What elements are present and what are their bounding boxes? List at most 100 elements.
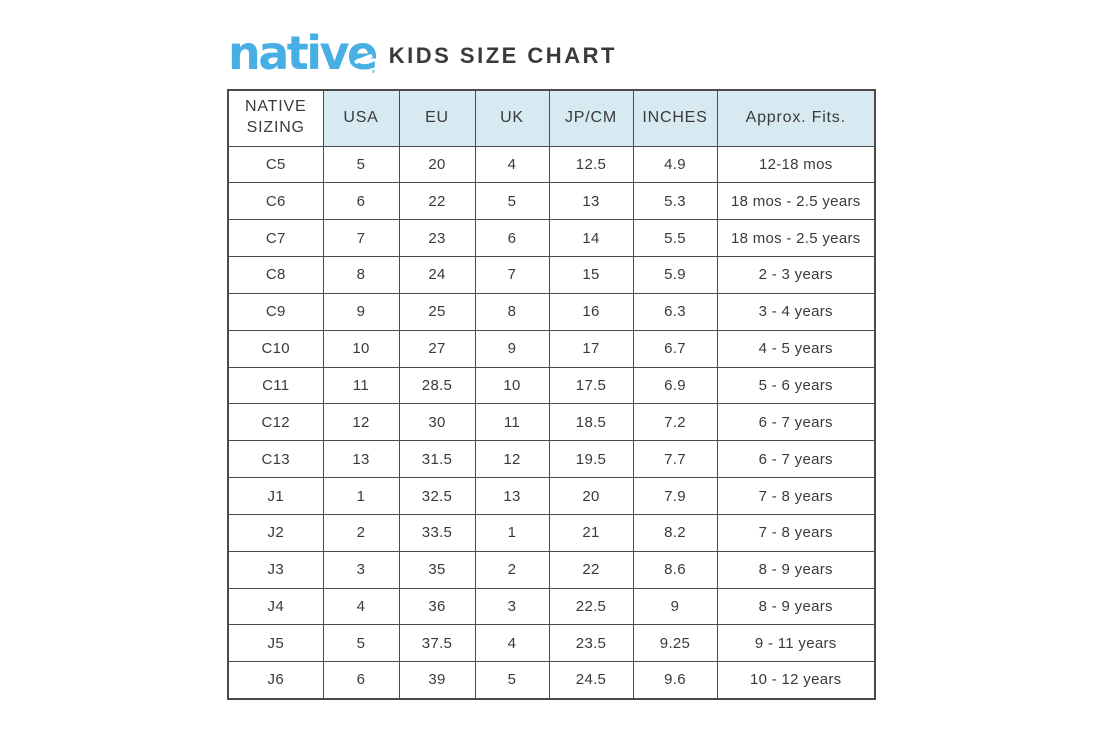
table-cell: 6: [322, 182, 400, 221]
table-cell: 24.5: [548, 661, 634, 700]
page-title: KIDS SIZE CHART: [388, 43, 617, 69]
table-cell: 3 - 4 years: [716, 292, 876, 331]
table-cell: 32.5: [398, 477, 476, 515]
table-cell: 4.9: [632, 145, 718, 184]
table-cell: 23: [398, 219, 476, 258]
table-cell: 30: [398, 403, 476, 442]
table-cell: 5.5: [632, 219, 718, 258]
column-header: USA: [322, 89, 400, 147]
table-cell: 11: [474, 403, 550, 442]
table-header-row: NATIVE SIZING USA EU UK JP/CM INCHES Approx. F…: [227, 89, 876, 147]
table-cell: 16: [548, 292, 634, 331]
table-cell: 4: [322, 587, 400, 626]
table-cell: 5: [322, 624, 400, 663]
table-row: C13 13 31.5 12 19.5 7.7 6 - 7 years: [227, 440, 876, 479]
table-cell: C11: [227, 366, 324, 405]
table-row: J3 3 35 2 22 8.6 8 - 9 years: [227, 550, 876, 589]
table-cell: C13: [227, 440, 324, 479]
table-cell: 13: [474, 477, 550, 515]
table-cell: 5: [474, 182, 550, 221]
table-row: C9 9 25 8 16 6.3 3 - 4 years: [227, 292, 876, 331]
table-cell: 4: [474, 624, 550, 663]
table-cell: 9 - 11 years: [716, 624, 876, 663]
column-header: Approx. Fits.: [716, 89, 876, 147]
table-cell: 18.5: [548, 403, 634, 442]
table-cell: 8.6: [632, 550, 718, 589]
table-cell: 6.3: [632, 292, 718, 331]
table-cell: 5: [474, 661, 550, 700]
table-row: C10 10 27 9 17 6.7 4 - 5 years: [227, 329, 876, 368]
table-row: J5 5 37.5 4 23.5 9.25 9 - 11 years: [227, 624, 876, 663]
table-cell: 6: [322, 661, 400, 700]
table-cell: 14: [548, 219, 634, 258]
table-cell: C6: [227, 182, 324, 221]
column-header: JP/CM: [548, 89, 634, 147]
table-row: C7 7 23 6 14 5.5 18 mos - 2.5 years: [227, 219, 876, 258]
table-cell: 35: [398, 550, 476, 589]
table-cell: 7.7: [632, 440, 718, 479]
table-cell: 22.5: [548, 587, 634, 626]
table-cell: C9: [227, 292, 324, 331]
table-row: C8 8 24 7 15 5.9 2 - 3 years: [227, 256, 876, 294]
table-cell: 5: [322, 145, 400, 184]
table-cell: C10: [227, 329, 324, 368]
table-cell: 7: [322, 219, 400, 258]
table-cell: 11: [322, 366, 400, 405]
table-cell: 1: [322, 477, 400, 515]
table-cell: 2: [474, 550, 550, 589]
table-row: J6 6 39 5 24.5 9.6 10 - 12 years: [227, 661, 876, 700]
table-cell: 10 - 12 years: [716, 661, 876, 700]
table-cell: 39: [398, 661, 476, 700]
column-header: INCHES: [632, 89, 718, 147]
table-cell: 20: [398, 145, 476, 184]
table-cell: 8.2: [632, 513, 718, 552]
trademark-dot-icon: [371, 70, 375, 74]
table-cell: 7.2: [632, 403, 718, 442]
table-cell: 12.5: [548, 145, 634, 184]
table-cell: 12-18 mos: [716, 145, 876, 184]
table-cell: 9: [632, 587, 718, 626]
table-cell: 20: [548, 477, 634, 515]
table-cell: 13: [322, 440, 400, 479]
table-row: C12 12 30 11 18.5 7.2 6 - 7 years: [227, 403, 876, 442]
table-cell: 7.9: [632, 477, 718, 515]
table-cell: J5: [227, 624, 324, 663]
table-cell: 8: [474, 292, 550, 331]
table-cell: 3: [474, 587, 550, 626]
table-cell: 17: [548, 329, 634, 368]
table-cell: C7: [227, 219, 324, 258]
table-cell: J4: [227, 587, 324, 626]
page-header: native KIDS SIZE CHART: [228, 30, 617, 76]
table-cell: 6.7: [632, 329, 718, 368]
table-cell: 36: [398, 587, 476, 626]
table-cell: 9: [474, 329, 550, 368]
table-cell: 6: [474, 219, 550, 258]
table-row: J2 2 33.5 1 21 8.2 7 - 8 years: [227, 513, 876, 552]
table-row: J1 1 32.5 13 20 7.9 7 - 8 years: [227, 477, 876, 515]
table-cell: 6 - 7 years: [716, 440, 876, 479]
table-cell: 25: [398, 292, 476, 331]
column-header: EU: [398, 89, 476, 147]
table-cell: 2 - 3 years: [716, 256, 876, 294]
table-cell: C8: [227, 256, 324, 294]
column-header: NATIVE SIZING: [227, 89, 324, 147]
table-cell: 8 - 9 years: [716, 550, 876, 589]
table-cell: J3: [227, 550, 324, 589]
table-cell: 8: [322, 256, 400, 294]
table-row: C6 6 22 5 13 5.3 18 mos - 2.5 years: [227, 182, 876, 221]
table-cell: 5.9: [632, 256, 718, 294]
table-cell: J6: [227, 661, 324, 700]
table-cell: 9.6: [632, 661, 718, 700]
table-row: C11 11 28.5 10 17.5 6.9 5 - 6 years: [227, 366, 876, 405]
table-cell: 12: [322, 403, 400, 442]
table-cell: 15: [548, 256, 634, 294]
table-cell: 13: [548, 182, 634, 221]
table-cell: 7 - 8 years: [716, 477, 876, 515]
native-logo: native: [228, 30, 378, 76]
table-cell: 18 mos - 2.5 years: [716, 219, 876, 258]
table-cell: C12: [227, 403, 324, 442]
table-cell: 4: [474, 145, 550, 184]
table-cell: 9.25: [632, 624, 718, 663]
table-cell: J1: [227, 477, 324, 515]
table-cell: 7: [474, 256, 550, 294]
